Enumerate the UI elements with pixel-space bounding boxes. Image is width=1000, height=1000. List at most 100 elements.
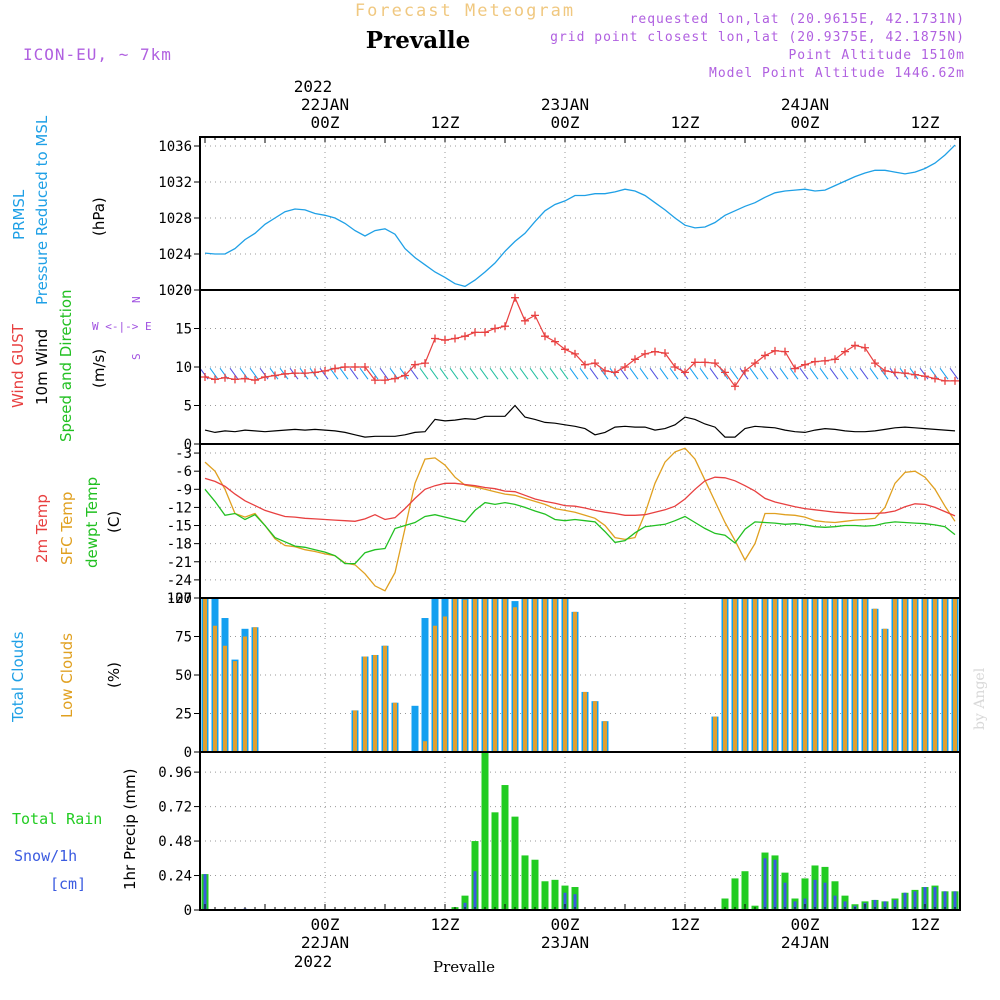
low-cloud-bar bbox=[803, 598, 807, 752]
top-hour-label: 00Z bbox=[311, 113, 340, 132]
low-cloud-bar bbox=[443, 616, 447, 752]
prmsl-label: PRMSL bbox=[10, 189, 28, 240]
bottom-hour-label: 12Z bbox=[671, 915, 700, 934]
wind-tick-label: 10 bbox=[175, 360, 192, 376]
cloud-tick-label: 0 bbox=[184, 745, 192, 761]
low-cloud-bar bbox=[883, 628, 887, 752]
low-cloud-bar bbox=[543, 598, 547, 752]
wind-gust-marker bbox=[871, 359, 879, 368]
wind-direction-arrow bbox=[839, 367, 849, 380]
temp-tick-label: -3 bbox=[175, 446, 192, 462]
snow-bar bbox=[933, 887, 937, 910]
snow-bar bbox=[463, 902, 467, 910]
wind-gust-line bbox=[204, 296, 955, 388]
wind-gust-marker bbox=[301, 369, 309, 378]
snow-bar bbox=[563, 892, 567, 910]
wind-direction-arrow bbox=[479, 367, 489, 380]
wind-gust-marker bbox=[851, 341, 859, 350]
wind-direction-arrow bbox=[389, 367, 399, 380]
temp-tick-label: -9 bbox=[175, 482, 192, 498]
wind-direction-arrow bbox=[789, 367, 799, 380]
wind-gust-marker bbox=[811, 357, 819, 366]
bottom-hour-label: 12Z bbox=[911, 915, 940, 934]
top-hour-label: 12Z bbox=[671, 113, 700, 132]
wind-gust-marker bbox=[751, 359, 759, 368]
wind-direction-arrow bbox=[269, 367, 279, 380]
top-hour-label: 12Z bbox=[911, 113, 940, 132]
low-cloud-bar bbox=[903, 598, 907, 752]
wind-direction-arrow bbox=[829, 367, 839, 380]
wind-gust-marker bbox=[771, 346, 779, 355]
compass-north: N bbox=[130, 296, 143, 303]
wind-gust-marker bbox=[921, 372, 929, 381]
wind-direction-arrow bbox=[599, 367, 609, 380]
low-cloud-bar bbox=[243, 636, 247, 752]
bottom-hour-label: 12Z bbox=[431, 915, 460, 934]
rain-bar bbox=[801, 878, 809, 910]
wind-direction-arrow bbox=[809, 367, 819, 380]
pressure-tick-label: 1036 bbox=[158, 139, 192, 155]
wind-gust-marker bbox=[611, 368, 619, 377]
wind-direction-arrow bbox=[699, 367, 709, 380]
low-cloud-bar bbox=[953, 598, 957, 752]
bottom-day-label: 24JAN bbox=[781, 933, 829, 952]
wind-gust-marker bbox=[411, 360, 419, 369]
credit-watermark: by Angel bbox=[972, 667, 988, 730]
wind-gust-marker bbox=[451, 334, 459, 343]
wind-gust-marker bbox=[901, 369, 909, 378]
wind-gust-marker bbox=[481, 328, 489, 337]
total-cloud-bar bbox=[411, 705, 419, 752]
wind-direction-arrow bbox=[669, 367, 679, 380]
top-day-label: 24JAN bbox=[781, 95, 829, 114]
wind-gust-marker bbox=[511, 293, 519, 302]
wind-gust-marker bbox=[351, 363, 359, 371]
wind-gust-marker bbox=[521, 316, 529, 325]
precip-tick-label: 0 bbox=[184, 903, 192, 919]
sfc-temp-line bbox=[204, 447, 956, 592]
precip-tick-label: 0.48 bbox=[158, 834, 192, 850]
wind-direction-arrow bbox=[609, 367, 619, 380]
wind-gust-marker bbox=[781, 347, 789, 356]
precip-tick-label: 0.24 bbox=[158, 869, 192, 885]
bottom-year: 2022 bbox=[294, 952, 333, 971]
low-cloud-bar bbox=[833, 598, 837, 752]
wind-direction-arrow bbox=[569, 367, 579, 380]
snow-bar bbox=[473, 871, 477, 910]
snow-bar bbox=[793, 901, 797, 910]
temp-tick-label: -6 bbox=[175, 464, 192, 480]
low-cloud-bar bbox=[233, 661, 237, 752]
wind-gust-marker bbox=[311, 368, 319, 377]
sfc-temp-label: SFC Temp bbox=[58, 492, 76, 565]
bottom-day-label: 23JAN bbox=[541, 933, 589, 952]
side-labels: PRMSL Pressure Reduced to MSL (hPa) Wind… bbox=[9, 115, 139, 893]
wind-direction-arrow bbox=[469, 367, 479, 380]
wind-direction-arrow bbox=[729, 367, 739, 380]
low-cloud-bar bbox=[773, 598, 777, 752]
low-cloud-bar bbox=[813, 598, 817, 752]
wind-direction-arrow bbox=[739, 367, 749, 380]
low-cloud-bar bbox=[923, 598, 927, 752]
wind-gust-marker bbox=[421, 359, 429, 368]
wind-direction-arrow bbox=[549, 367, 559, 380]
snow-bar bbox=[833, 895, 837, 910]
cloud-tick-label: 25 bbox=[175, 707, 192, 723]
wind-speed-dir-label: Speed and Direction bbox=[57, 289, 75, 442]
wind-gust-marker bbox=[341, 363, 349, 371]
wind-gust-marker bbox=[201, 373, 209, 382]
wind-gust-label: Wind GUST bbox=[9, 323, 27, 408]
total-cloud-bar bbox=[421, 618, 429, 752]
wind-direction-arrow bbox=[719, 367, 729, 380]
wind-gust-marker bbox=[251, 376, 259, 385]
wind-gust-marker bbox=[281, 369, 289, 378]
low-cloud-bar bbox=[943, 598, 947, 752]
precip-unit-label: 1hr Precip (mm) bbox=[121, 769, 139, 890]
snow-bar bbox=[953, 891, 957, 910]
precip-panel: 0.96 0.72 0.48 0.24 0 bbox=[158, 136, 961, 919]
low-cloud-bar bbox=[473, 598, 477, 752]
wind-gust-marker bbox=[211, 375, 219, 384]
low-cloud-bar bbox=[433, 625, 437, 752]
wind-gust-marker bbox=[541, 332, 549, 341]
snow-bar bbox=[923, 887, 927, 910]
wind-direction-arrow bbox=[879, 367, 889, 380]
